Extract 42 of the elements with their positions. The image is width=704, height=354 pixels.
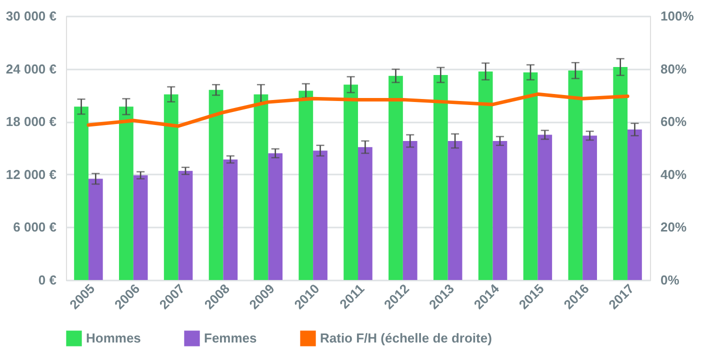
bar (568, 70, 583, 280)
legend-label: Hommes (86, 330, 141, 346)
bar (358, 147, 372, 280)
bar (254, 94, 268, 280)
bar (313, 150, 328, 280)
bar (628, 130, 642, 280)
bar (613, 67, 628, 280)
bar (119, 106, 134, 280)
bar (388, 76, 403, 280)
bar (178, 170, 193, 280)
y2-tick-label: 80% (660, 61, 687, 76)
line-series (86, 92, 630, 128)
y-tick-label: 12 000 € (6, 166, 56, 182)
bar (448, 140, 462, 280)
bar (208, 90, 224, 280)
legend-label: Ratio F/H (échelle de droite) (320, 330, 492, 346)
bar (523, 72, 538, 280)
y2-tick-label: 60% (660, 114, 687, 130)
bar (133, 175, 148, 280)
bar (492, 140, 508, 280)
y-tick-label: 18 000 € (6, 114, 56, 130)
bar (402, 140, 418, 280)
bar (268, 153, 283, 280)
y-tick-label: 6 000 € (13, 220, 56, 235)
y-tick-label: 24 000 € (6, 61, 56, 76)
y-tick-label: 30 000 € (6, 8, 56, 24)
bar (298, 90, 314, 280)
bar (478, 71, 493, 280)
bar (582, 136, 597, 280)
y-tick-label: 0 € (38, 272, 56, 288)
y2-tick-label: 0% (660, 272, 680, 288)
bar (164, 94, 178, 280)
bar (223, 159, 238, 280)
y2-tick-label: 100% (660, 8, 694, 24)
bar (433, 74, 448, 280)
y2-tick-label: 20% (660, 220, 687, 235)
bar (74, 106, 88, 280)
legend-label: Femmes (204, 330, 257, 346)
bar (538, 134, 552, 280)
bar (88, 178, 103, 280)
bar (344, 84, 358, 280)
y2-tick-label: 40% (660, 166, 687, 182)
